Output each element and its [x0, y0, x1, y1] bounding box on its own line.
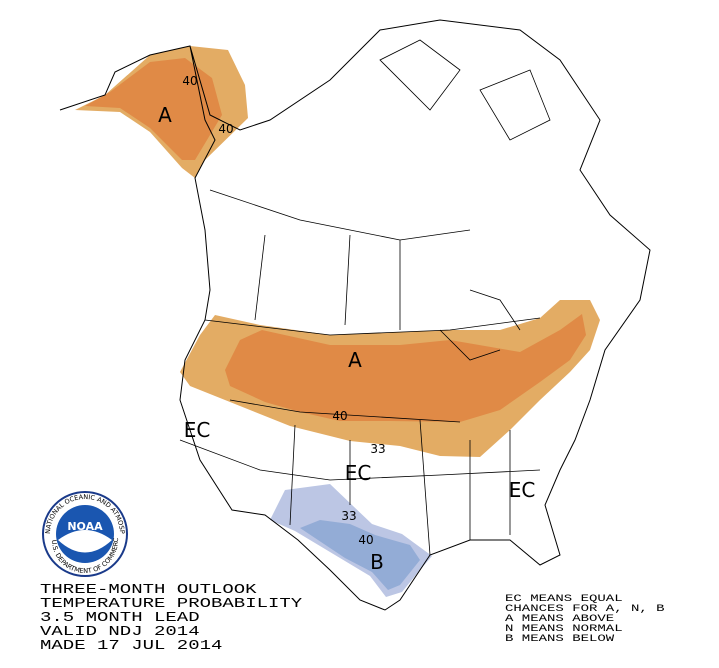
- state-border: [179, 189, 541, 556]
- title-line: 3.5 MONTH LEAD: [40, 610, 200, 626]
- logo-text: NOAA: [67, 520, 103, 533]
- contour-label: 40: [182, 74, 197, 88]
- category-label: EC: [509, 478, 536, 502]
- legend-line: A MEANS ABOVE: [505, 614, 614, 625]
- title-line: THREE-MONTH OUTLOOK: [40, 582, 257, 598]
- title-line: TEMPERATURE PROBABILITY: [40, 596, 303, 612]
- legend-line: EC MEANS EQUAL: [505, 594, 623, 605]
- title-line: VALID NDJ 2014: [40, 624, 200, 640]
- above-region-dark: [225, 314, 586, 422]
- legend-line: N MEANS NORMAL: [505, 624, 623, 635]
- logo-gull: [58, 530, 112, 553]
- category-label: A: [158, 103, 172, 127]
- category-label: EC: [184, 418, 211, 442]
- contour-label: 40: [358, 533, 373, 547]
- above-region-dark: [85, 58, 222, 160]
- contour-label: 33: [370, 442, 385, 456]
- lake-island-outline: [379, 39, 551, 361]
- contour-label: 40: [332, 409, 347, 423]
- legend-line: CHANCES FOR A, N, B: [505, 604, 665, 615]
- category-label: B: [370, 550, 384, 574]
- contour-label: 33: [341, 509, 356, 523]
- legend-line: B MEANS BELOW: [505, 634, 614, 645]
- category-label: A: [348, 348, 362, 372]
- category-label: EC: [345, 461, 372, 485]
- title-line: MADE 17 JUL 2014: [40, 638, 222, 654]
- below-region-dark: [300, 520, 420, 590]
- contour-label: 40: [218, 122, 233, 136]
